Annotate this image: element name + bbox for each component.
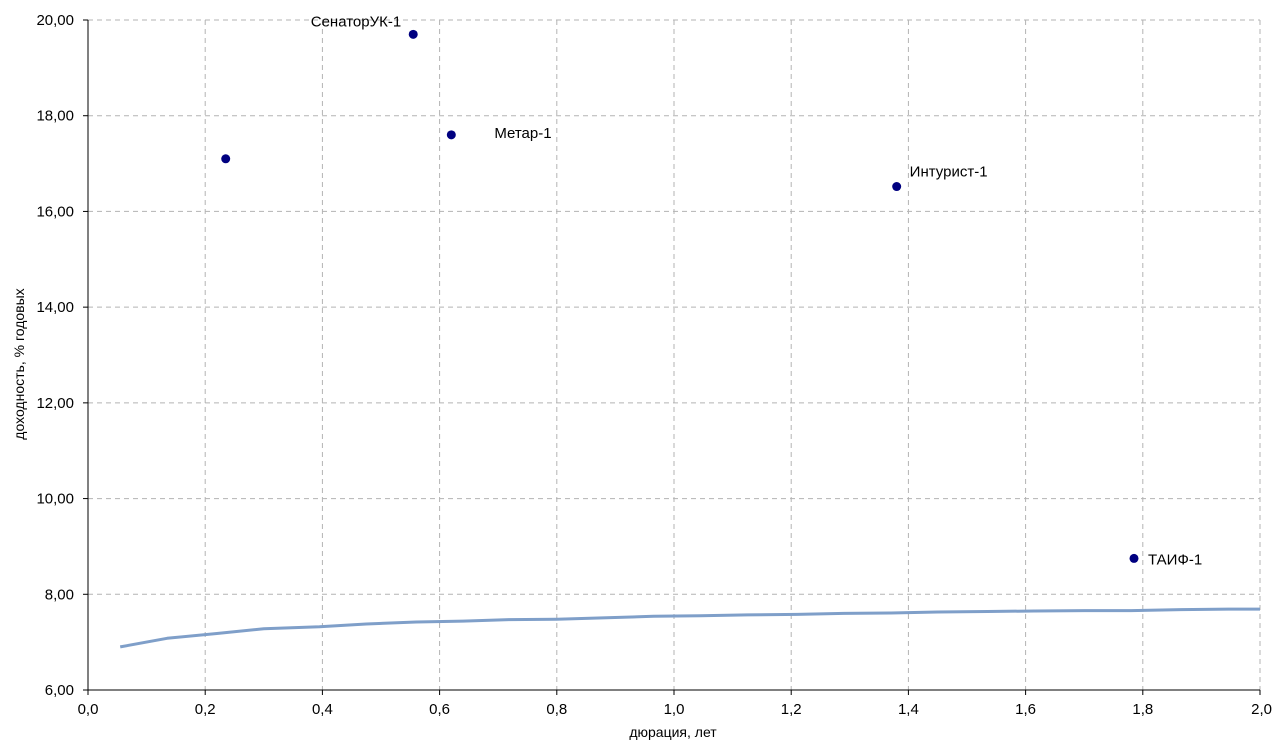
x-tick-label: 1,0 (664, 701, 685, 718)
data-point (408, 29, 418, 39)
data-point (446, 130, 456, 140)
yield-curve (119, 607, 1260, 649)
x-tick-label: 2,0 (1251, 701, 1272, 718)
x-tick-label: 1,4 (898, 701, 919, 718)
data-points: СенаторУК-1 Метар-1 Интурист-1 ТАИФ-1 (221, 13, 1202, 568)
y-tick-label: 14,00 (36, 299, 74, 316)
x-tick-label: 0,6 (429, 701, 450, 718)
y-tick-label: 16,00 (36, 203, 74, 220)
y-tick-label: 8,00 (45, 586, 74, 603)
x-tick-label: 0,4 (312, 701, 333, 718)
axes (83, 19, 1261, 695)
grid (88, 19, 1261, 690)
y-tick-label: 20,00 (36, 12, 74, 29)
data-point (221, 154, 231, 164)
point-label: ТАИФ-1 (1148, 551, 1202, 568)
x-tick-label: 0,2 (195, 701, 216, 718)
x-axis-title: дюрация, лет (629, 724, 717, 740)
y-tick-label: 12,00 (36, 395, 74, 412)
x-tick-label: 0,8 (546, 701, 567, 718)
point-label: Метар-1 (494, 125, 551, 142)
y-tick-label: 10,00 (36, 491, 74, 508)
x-tick-label: 0,0 (78, 701, 99, 718)
y-tick-label: 18,00 (36, 108, 74, 125)
data-point (892, 182, 902, 192)
data-point (1129, 553, 1139, 563)
y-tick-label: 6,00 (45, 682, 74, 699)
x-tick-label: 1,2 (781, 701, 802, 718)
x-tick-label: 1,8 (1132, 701, 1153, 718)
x-tick-label: 1,6 (1015, 701, 1036, 718)
tick-labels: 0,0 0,2 0,4 0,6 0,8 1,0 1,2 1,4 1,6 1,8 2,0 6,00 8,0… (36, 12, 1272, 718)
yield-curve-line (119, 607, 1260, 649)
point-label: Интурист-1 (910, 164, 988, 181)
y-axis-title: доходность, % годовых (11, 288, 27, 439)
point-label: СенаторУК-1 (311, 13, 401, 30)
